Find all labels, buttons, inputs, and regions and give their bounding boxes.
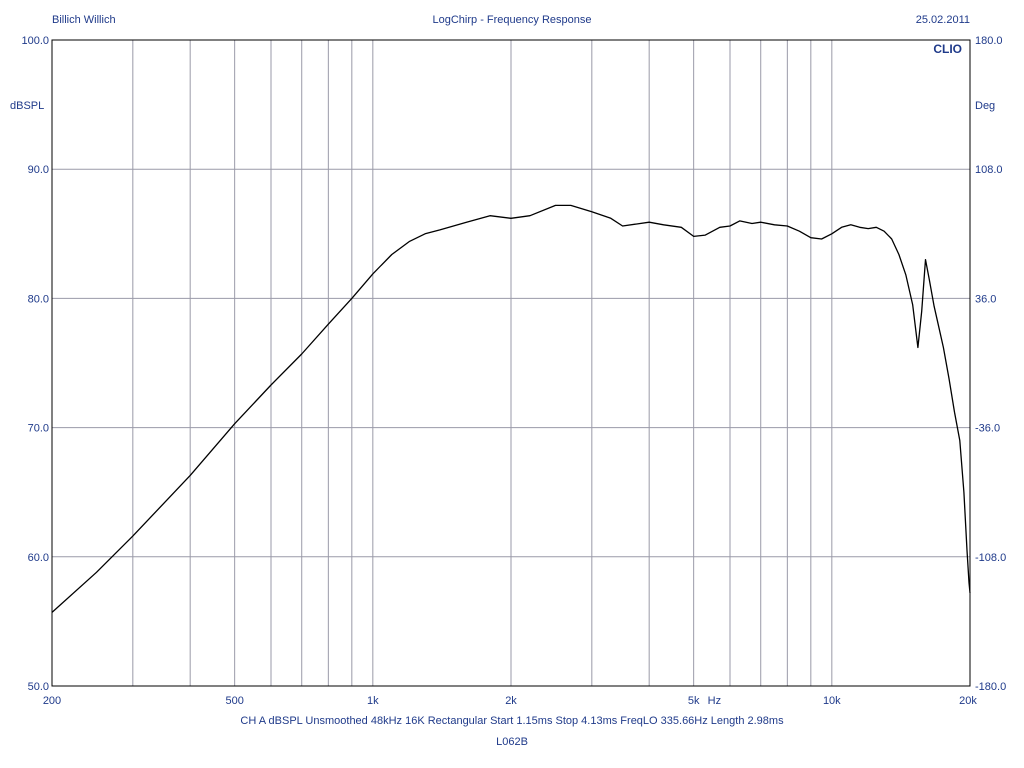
header-left-label: Billich Willich [52, 14, 116, 26]
y-tick-label: 80.0 [28, 293, 49, 305]
x-axis-unit-label: Hz [708, 695, 721, 707]
x-axis: Hz 200 500 1k 2k 5k 10k 20k [43, 695, 978, 707]
y-axis-label: dBSPL [10, 100, 44, 112]
trace-layer [51, 204, 971, 613]
plot-border [51, 39, 971, 687]
y-axis-left: dBSPL 100.0 90.0 80.0 70.0 60.0 50.0 [10, 35, 49, 693]
y-tick-label: 90.0 [28, 164, 49, 176]
x-tick-label: 500 [225, 695, 243, 707]
x-tick-label: 200 [43, 695, 61, 707]
y2-tick-label: 180.0 [975, 35, 1003, 47]
frequency-response-trace [51, 204, 971, 613]
clio-brand-label: CLIO [933, 42, 962, 56]
y2-tick-label: -108.0 [975, 552, 1006, 564]
plot-area: CLIO [51, 39, 971, 687]
measurement-settings: CH A dBSPL Unsmoothed 48kHz 16K Rectangu… [240, 715, 784, 727]
x-tick-label: 2k [505, 695, 517, 707]
y2-axis-label: Deg [975, 100, 995, 112]
header-date: 25.02.2011 [916, 14, 970, 26]
x-tick-label: 1k [367, 695, 379, 707]
y2-tick-label: -36.0 [975, 423, 1000, 435]
y-axis-right: Deg 180.0 108.0 36.0 -36.0 -108.0 -180.0 [975, 35, 1006, 693]
x-tick-label: 20k [959, 695, 977, 707]
x-tick-label: 5k [688, 695, 700, 707]
chart-title: LogChirp - Frequency Response [433, 14, 592, 26]
y-tick-label: 70.0 [28, 423, 49, 435]
footer: CH A dBSPL Unsmoothed 48kHz 16K Rectangu… [240, 715, 784, 748]
y-tick-label: 100.0 [21, 35, 49, 47]
footer-label: L062B [496, 736, 528, 748]
y-tick-label: 60.0 [28, 552, 49, 564]
header: Billich Willich LogChirp - Frequency Res… [52, 14, 970, 26]
y2-tick-label: 108.0 [975, 164, 1003, 176]
y-tick-label: 50.0 [28, 681, 49, 693]
y2-tick-label: -180.0 [975, 681, 1006, 693]
x-tick-label: 10k [823, 695, 841, 707]
y2-tick-label: 36.0 [975, 293, 996, 305]
grid [52, 40, 970, 686]
